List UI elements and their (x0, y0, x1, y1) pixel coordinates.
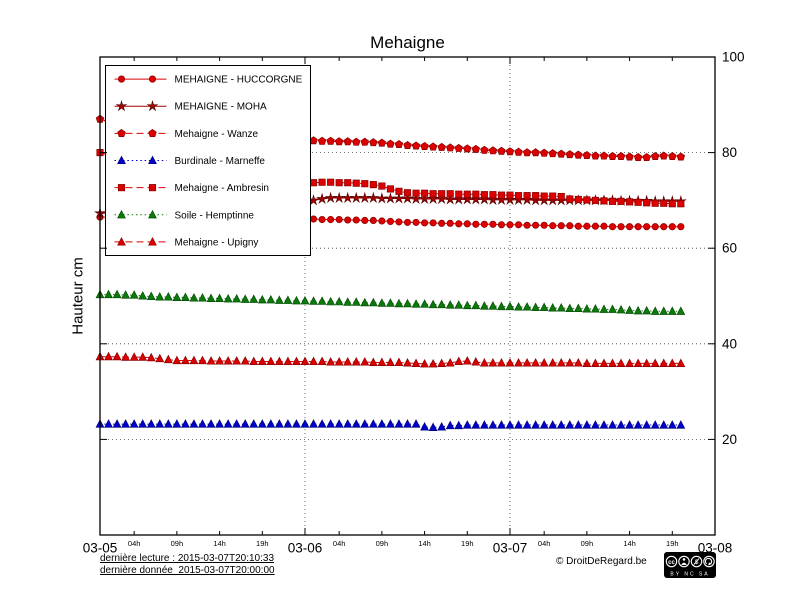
x-minor-tick-label: 04h (128, 539, 141, 548)
series-marneffe (95, 419, 686, 431)
cc-badge-background (664, 552, 716, 578)
legend-label-hemptinne: Soile - Hemptinne (175, 210, 255, 221)
x-major-tick-label: 03-08 (698, 541, 733, 556)
x-minor-tick-label: 19h (461, 539, 474, 548)
nc-dollar-glyph: $ (695, 559, 699, 566)
x-minor-tick-label: 04h (333, 539, 346, 548)
cc-license-badge: cc $ BY NC SA (664, 552, 716, 578)
axes (99, 56, 716, 536)
legend-box (105, 65, 311, 256)
series-hemptinne (95, 289, 686, 315)
copyright-text: © DroitDeRegard.be (556, 556, 647, 567)
cc-icon (665, 555, 678, 568)
legend-label-upigny: Mehaigne - Upigny (175, 237, 259, 248)
legend-label-marneffe: Burdinale - Marneffe (175, 156, 266, 167)
x-major-tick-label: 03-05 (83, 541, 118, 556)
last-reading-text: dernière lecture : 2015-03-07T20:10:33 (100, 553, 275, 564)
legend-item-moha: MEHAIGNE - MOHA (114, 99, 268, 113)
y-tick-label: 100 (722, 50, 745, 65)
x-minor-tick-label: 19h (666, 539, 679, 548)
y-tick-label: 20 (722, 432, 737, 447)
x-minor-tick-label: 04h (538, 539, 551, 548)
legend-item-ambresin: Mehaigne - Ambresin (114, 183, 270, 194)
y-axis-label: Hauteur cm (69, 257, 87, 335)
by-icon (678, 555, 690, 568)
by-person-body-icon (681, 562, 687, 565)
nc-slash-icon (693, 558, 700, 565)
legend-item-upigny: Mehaigne - Upigny (114, 237, 259, 248)
nc-icon (690, 555, 703, 568)
legend-label-huccorgne: MEHAIGNE - HUCCORGNE (175, 75, 303, 86)
legend-item-hemptinne: Soile - Hemptinne (114, 209, 255, 221)
y-tick-label: 80 (722, 145, 737, 160)
legend-label-moha: MEHAIGNE - MOHA (175, 102, 268, 113)
cc-glyph: cc (668, 560, 675, 566)
y-tick-label: 60 (722, 241, 737, 256)
legend-label-wanze: Mehaigne - Wanze (175, 129, 259, 140)
x-minor-tick-label: 14h (418, 539, 431, 548)
legend-item-marneffe: Burdinale - Marneffe (114, 155, 266, 167)
by-person-head-icon (682, 558, 686, 561)
x-major-tick-label: 03-06 (288, 541, 323, 556)
x-minor-tick-label: 09h (376, 539, 389, 548)
x-minor-tick-label: 14h (213, 539, 226, 548)
legend-label-ambresin: Mehaigne - Ambresin (175, 183, 270, 194)
series-upigny (95, 351, 686, 368)
legend-item-huccorgne: MEHAIGNE - HUCCORGNE (114, 75, 303, 86)
tick-labels: 20 40 60 80 100 03-05 03-06 03-07 03-08 04h 09h 14h… (83, 50, 745, 556)
x-minor-tick-label: 09h (171, 539, 184, 548)
chart-title: Mehaigne (370, 33, 445, 52)
license-letters: BY NC SA (670, 572, 709, 578)
x-minor-tick-label: 19h (256, 539, 269, 548)
x-minor-tick-label: 14h (623, 539, 636, 548)
x-major-tick-label: 03-07 (493, 541, 528, 556)
last-data-text: dernière donnée 2015-03-07T20:00:00 (100, 565, 275, 576)
legend-item-wanze: Mehaigne - Wanze (114, 129, 259, 140)
legend: MEHAIGNE - HUCCORGNE MEHAIGNE - MOHA Mehai… (105, 65, 311, 256)
x-minor-tick-label: 09h (581, 539, 594, 548)
sa-icon (703, 555, 715, 568)
y-tick-label: 40 (722, 336, 737, 351)
sa-arrow-icon (704, 557, 713, 565)
sa-arrowhead-icon (708, 562, 712, 566)
